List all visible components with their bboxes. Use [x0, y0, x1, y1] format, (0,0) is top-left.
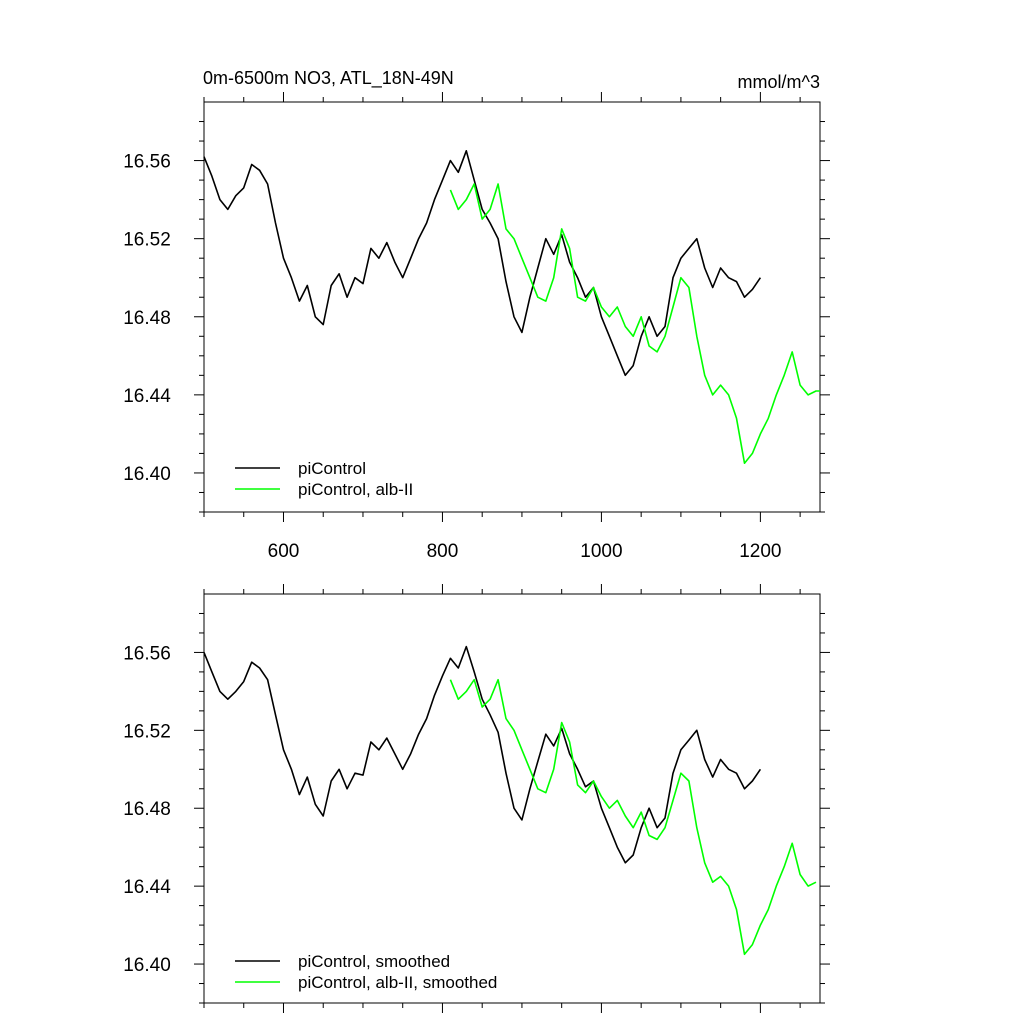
x-tick-label: 1000 [580, 541, 622, 562]
panel-raw: 600 800 1000 1200 16.40 16.44 16.48 16.52 16.56 p… [123, 92, 830, 562]
series-line-control [203, 645, 762, 864]
series-line-control [203, 150, 762, 377]
legend-label: piControl, smoothed [298, 952, 450, 971]
x-tick-label: 800 [427, 541, 459, 562]
legend-label: piControl [298, 459, 366, 478]
chart-title: 0m-6500m NO3, ATL_18N-49N [203, 68, 454, 89]
y-tick-label: 16.48 [123, 308, 171, 329]
series-line-experiment [449, 678, 817, 956]
chart-units: mmol/m^3 [738, 72, 820, 92]
y-tick-label: 16.44 [123, 386, 171, 407]
y-tick-label: 16.48 [123, 799, 171, 820]
y-tick-label: 16.52 [123, 721, 171, 742]
plot-frame [203, 593, 821, 1004]
legend-label: piControl, alb-II, smoothed [298, 973, 497, 992]
y-tick-label: 16.40 [123, 464, 171, 485]
x-tick-label: 600 [268, 541, 300, 562]
series-line-experiment [449, 183, 820, 465]
y-tick-label: 16.56 [123, 152, 171, 173]
x-tick-label: 1200 [739, 541, 781, 562]
panel-smoothed: 16.40 16.44 16.48 16.52 16.56 piControl, smoo… [123, 584, 830, 1013]
y-tick-label: 16.40 [123, 955, 171, 976]
y-tick-label: 16.56 [123, 643, 171, 664]
legend-label: piControl, alb-II [298, 480, 413, 499]
y-tick-label: 16.52 [123, 230, 171, 251]
y-tick-label: 16.44 [123, 877, 171, 898]
plot-frame [203, 101, 821, 513]
